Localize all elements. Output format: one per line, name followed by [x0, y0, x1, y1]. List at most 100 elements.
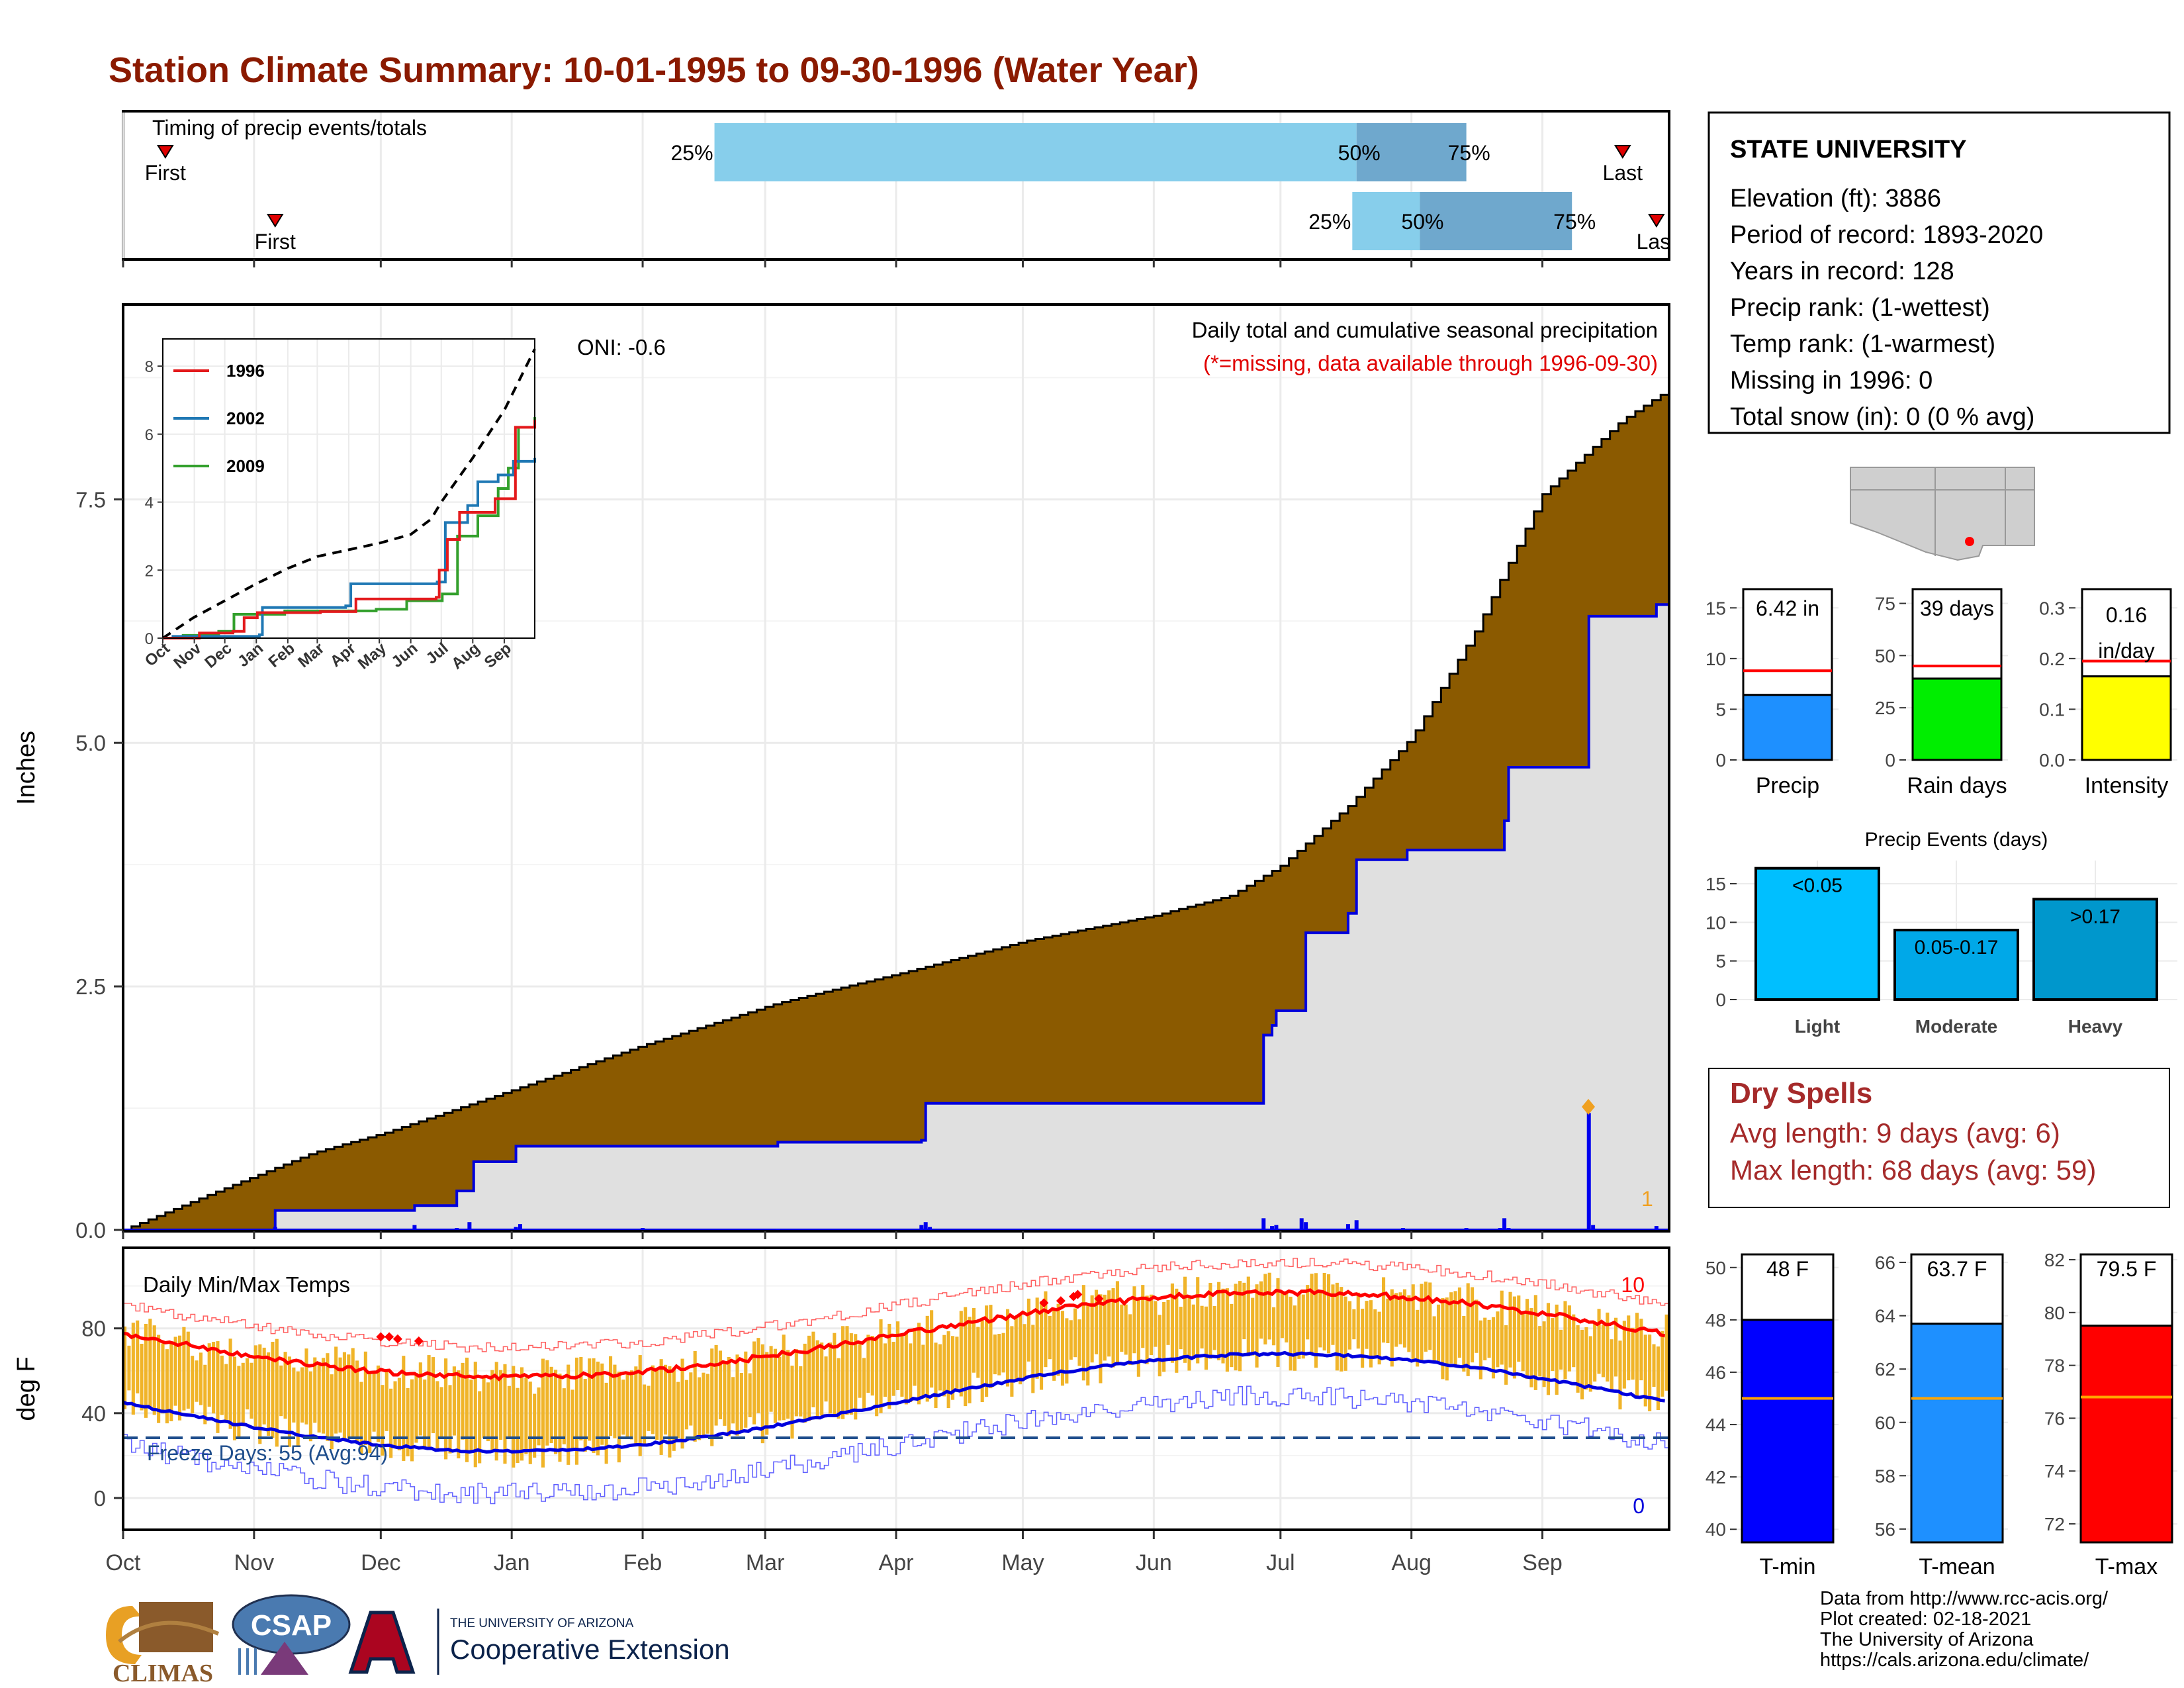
daily-precip-bar — [1654, 1226, 1659, 1230]
daily-temp-bar — [976, 1327, 980, 1378]
daily-temp-bar — [1533, 1295, 1537, 1390]
daily-temp-bar — [157, 1335, 161, 1423]
daily-temp-bar — [634, 1366, 638, 1446]
dry-spells-box: Dry Spells Avg length: 9 days (avg: 6) M… — [1708, 1068, 2170, 1208]
daily-temp-bar — [123, 1326, 127, 1409]
daily-temp-bar — [1525, 1299, 1529, 1379]
station-info-line: Precip rank: (1-wettest) — [1730, 294, 1990, 322]
daily-temp-bar — [1610, 1339, 1614, 1390]
daily-temp-bar — [262, 1347, 266, 1425]
daily-temp-bar — [1145, 1295, 1149, 1364]
daily-temp-bar — [1158, 1315, 1161, 1377]
daily-temp-bar — [1340, 1287, 1343, 1372]
daily-temp-bar — [1643, 1335, 1647, 1407]
daily-temp-bar — [1352, 1309, 1356, 1340]
daily-temp-bar — [980, 1320, 984, 1402]
daily-temp-bar — [1576, 1325, 1580, 1393]
station-info-line: Total snow (in): 0 (0 % avg) — [1730, 403, 2034, 431]
daily-precip-bar — [641, 1228, 645, 1230]
daily-temp-bar — [1263, 1274, 1267, 1345]
daily-temp-bar — [152, 1325, 156, 1415]
daily-temp-bar — [549, 1366, 553, 1443]
daily-precip-bar — [1586, 1113, 1591, 1230]
timing-title: Timing of precip events/totals — [152, 116, 427, 140]
station-info-line: Years in record: 128 — [1730, 258, 1954, 285]
daily-temp-bar — [507, 1385, 511, 1439]
daily-temp-bar — [1356, 1292, 1360, 1349]
daily-temp-bar — [744, 1351, 748, 1428]
daily-temp-bar — [308, 1371, 312, 1442]
events-y-tick: 15 — [1706, 874, 1726, 894]
daily-temp-bar — [1631, 1327, 1635, 1380]
daily-temp-bar — [1318, 1290, 1322, 1348]
mini-bar-tick: 0.2 — [2039, 649, 2065, 669]
station-info-line: Temp rank: (1-warmest) — [1730, 330, 1995, 358]
daily-temp-bar — [900, 1335, 904, 1397]
daily-temp-bar — [930, 1310, 934, 1388]
q25-label: 25% — [1308, 210, 1351, 234]
daily-temp-bar — [1369, 1300, 1373, 1368]
q50-label: 50% — [1338, 141, 1381, 165]
daily-temp-bar — [279, 1365, 283, 1417]
record-high-marker — [392, 1334, 402, 1344]
daily-temp-bar — [621, 1380, 625, 1435]
inset-2002-line — [163, 457, 536, 639]
daily-temp-bar — [203, 1364, 207, 1425]
daily-temp-bar — [824, 1356, 828, 1402]
month-tick: Dec — [361, 1550, 400, 1575]
svg-text:Cooperative Extension: Cooperative Extension — [450, 1634, 730, 1665]
inset-legend-item: 2002 — [173, 408, 265, 428]
daily-temp-bar — [186, 1331, 190, 1409]
daily-temp-bar — [1441, 1298, 1445, 1380]
daily-temp-bar — [1331, 1284, 1335, 1345]
daily-temp-bar — [136, 1320, 140, 1393]
temp-y-tick: 80 — [81, 1317, 106, 1341]
daily-temp-bar — [499, 1370, 503, 1440]
daily-temp-bar — [199, 1352, 203, 1405]
daily-precip-bar — [1591, 1225, 1596, 1230]
daily-precip-bar — [1502, 1218, 1507, 1230]
temp-bar-tick: 40 — [1706, 1519, 1726, 1540]
daily-temp-bar — [820, 1342, 824, 1416]
svg-text:THE UNIVERSITY OF ARIZONA: THE UNIVERSITY OF ARIZONA — [450, 1617, 634, 1630]
temp-bar-tick: 58 — [1875, 1466, 1895, 1486]
daily-temp-bar — [1005, 1309, 1010, 1387]
events-y-tick: 10 — [1706, 912, 1726, 933]
daily-temp-bar — [1267, 1272, 1271, 1340]
daily-precip-bar — [1270, 1226, 1275, 1230]
daily-temp-bar — [794, 1349, 798, 1417]
daily-temp-bar — [1457, 1287, 1461, 1358]
daily-temp-bar — [1664, 1314, 1668, 1391]
daily-temp-bar — [1538, 1326, 1542, 1377]
temp-bar-t-min: 40 42 44 46 48 50 48 F T-min — [1706, 1253, 1839, 1579]
daily-temp-bar — [165, 1349, 169, 1424]
daily-temp-bar — [875, 1337, 879, 1417]
daily-temp-bar — [942, 1335, 946, 1397]
daily-temp-bar — [989, 1305, 993, 1389]
temp-bar-value — [2079, 1325, 2173, 1544]
daily-temp-bar — [1090, 1295, 1094, 1363]
daily-temp-bar — [1614, 1317, 1618, 1377]
daily-temp-bar — [1297, 1293, 1301, 1359]
daily-temp-bar — [482, 1378, 486, 1438]
record-high-marker — [414, 1336, 424, 1346]
daily-temp-bar — [735, 1354, 739, 1436]
daily-temp-bar — [232, 1356, 237, 1440]
daily-temp-bar — [1398, 1292, 1402, 1344]
daily-temp-bar — [1217, 1282, 1221, 1361]
precip-event-bar-label: 0.05-0.17 — [1915, 937, 1999, 959]
daily-precip-bar — [923, 1222, 928, 1230]
daily-temp-bar — [1251, 1297, 1255, 1356]
daily-temp-bar — [997, 1334, 1001, 1376]
daily-temp-bar — [1154, 1301, 1158, 1347]
dry-spells-title: Dry Spells — [1730, 1077, 1872, 1109]
daily-temp-bar — [191, 1356, 195, 1414]
daily-precip-bar — [1354, 1220, 1359, 1230]
credit-line: https://cals.arizona.edu/climate/ — [1820, 1650, 2089, 1671]
temp-panel-title: Daily Min/Max Temps — [143, 1272, 350, 1297]
daily-temp-bar — [1593, 1323, 1597, 1382]
daily-temp-bar — [574, 1357, 579, 1465]
location-map — [1845, 463, 2038, 565]
events-y-tick: 0 — [1715, 990, 1726, 1010]
